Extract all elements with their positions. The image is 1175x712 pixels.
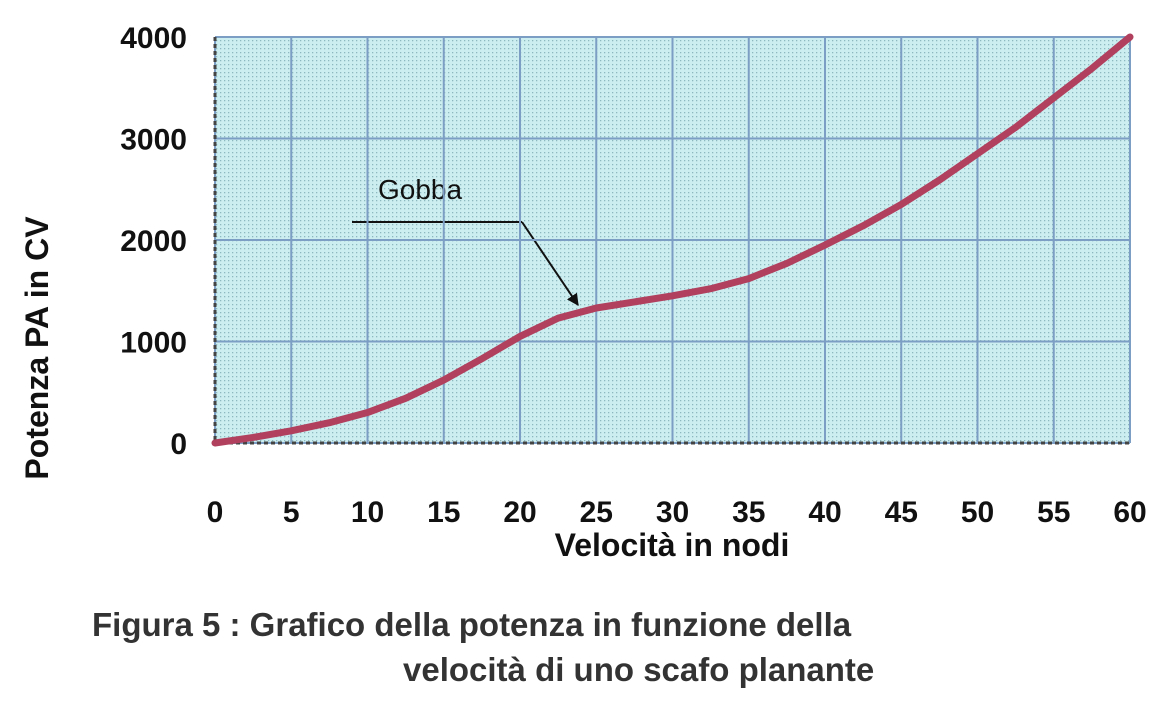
y-tick-label: 1000 (120, 327, 187, 360)
caption-line: Figura 5 : Grafico della potenza in funz… (92, 606, 852, 643)
x-tick-label: 10 (351, 496, 384, 529)
y-axis-title: Potenza PA in CV (19, 216, 55, 480)
y-tick-label: 0 (170, 428, 187, 461)
x-tick-label: 50 (961, 496, 994, 529)
y-tick-label: 4000 (120, 22, 187, 55)
x-axis-title: Velocità in nodi (555, 527, 790, 563)
x-tick-label: 0 (207, 496, 224, 529)
x-tick-label: 55 (1037, 496, 1070, 529)
y-tick-label: 3000 (120, 124, 187, 157)
x-tick-label: 35 (732, 496, 765, 529)
x-tick-label: 20 (503, 496, 536, 529)
x-tick-label: 40 (808, 496, 841, 529)
x-tick-label: 5 (283, 496, 300, 529)
x-tick-label: 45 (885, 496, 918, 529)
y-tick-label: 2000 (120, 225, 187, 258)
annotation: Gobba (378, 174, 462, 205)
annotation-arrow (521, 221, 579, 306)
line-series (211, 33, 1134, 447)
x-tick-label: 25 (580, 496, 613, 529)
x-tick-label: 15 (427, 496, 460, 529)
x-tick-label: 30 (656, 496, 689, 529)
caption-line: velocità di uno scafo planante (403, 651, 874, 688)
x-tick-label: 60 (1113, 496, 1146, 529)
